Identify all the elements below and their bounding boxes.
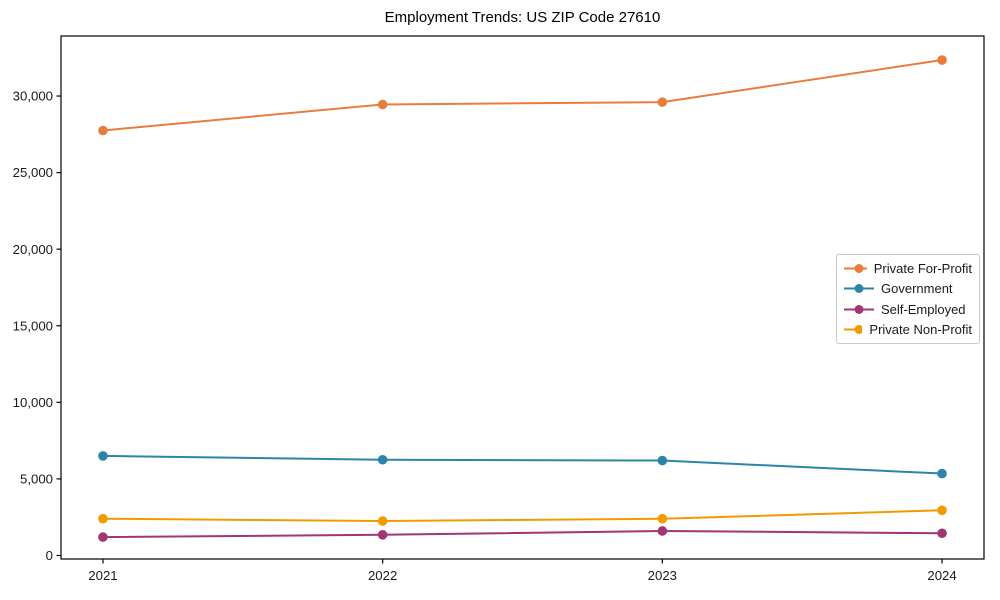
data-point-self-employed-2021 [98,532,108,542]
legend-label: Self-Employed [881,301,966,317]
legend-marker-icon [844,325,863,335]
data-point-private-non-profit-2024 [937,505,947,516]
legend-item-private-for-profit: Private For-Profit [844,258,972,278]
data-point-government-2022 [377,454,388,465]
legend-label: Government [881,281,953,297]
data-point-private-for-profit-2021 [98,125,108,136]
x-axis-tick-label: 2024 [927,568,956,583]
legend-item-private-non-profit: Private Non-Profit [844,320,972,340]
data-point-government-2023 [657,455,668,466]
y-axis-tick-label: 20,000 [13,242,53,257]
legend-item-government: Government [844,279,972,299]
y-axis-tick-label: 5,000 [20,472,53,487]
legend-item-self-employed: Self-Employed [844,299,972,319]
legend-marker-icon [844,284,874,294]
legend-label: Private For-Profit [873,260,972,276]
legend-label: Private Non-Profit [869,322,972,338]
legend-marker-icon [844,304,874,314]
data-point-self-employed-2022 [377,530,388,540]
data-point-government-2021 [98,451,108,461]
chart-legend: Private For-Profit Government Self-Employe… [836,254,980,344]
x-axis-tick-label: 2021 [88,568,117,583]
data-point-private-for-profit-2022 [377,99,388,110]
x-axis-tick-label: 2022 [368,568,397,583]
x-axis-tick-label: 2023 [648,568,677,583]
y-axis-tick-label: 25,000 [13,165,53,180]
data-point-self-employed-2023 [657,526,668,536]
data-point-private-non-profit-2022 [377,516,388,526]
y-axis-tick-label: 0 [46,548,53,563]
data-point-private-for-profit-2023 [657,97,668,107]
data-point-private-non-profit-2021 [98,513,108,524]
series-line-private-for-profit [101,59,944,132]
data-point-private-for-profit-2024 [937,55,947,65]
data-point-government-2024 [937,468,947,479]
plot-border [60,35,985,560]
y-axis-tick-label: 30,000 [13,89,53,104]
legend-marker-icon [844,263,867,273]
y-axis-tick-label: 10,000 [13,395,53,410]
series-line-self-employed [101,529,944,539]
chart-title: Employment Trends: US ZIP Code 27610 [384,9,661,26]
data-point-self-employed-2024 [937,528,947,539]
data-point-private-non-profit-2023 [657,513,668,524]
series-line-private-non-profit [101,509,944,523]
series-line-government [101,454,944,475]
y-axis-tick-label: 15,000 [13,318,53,333]
